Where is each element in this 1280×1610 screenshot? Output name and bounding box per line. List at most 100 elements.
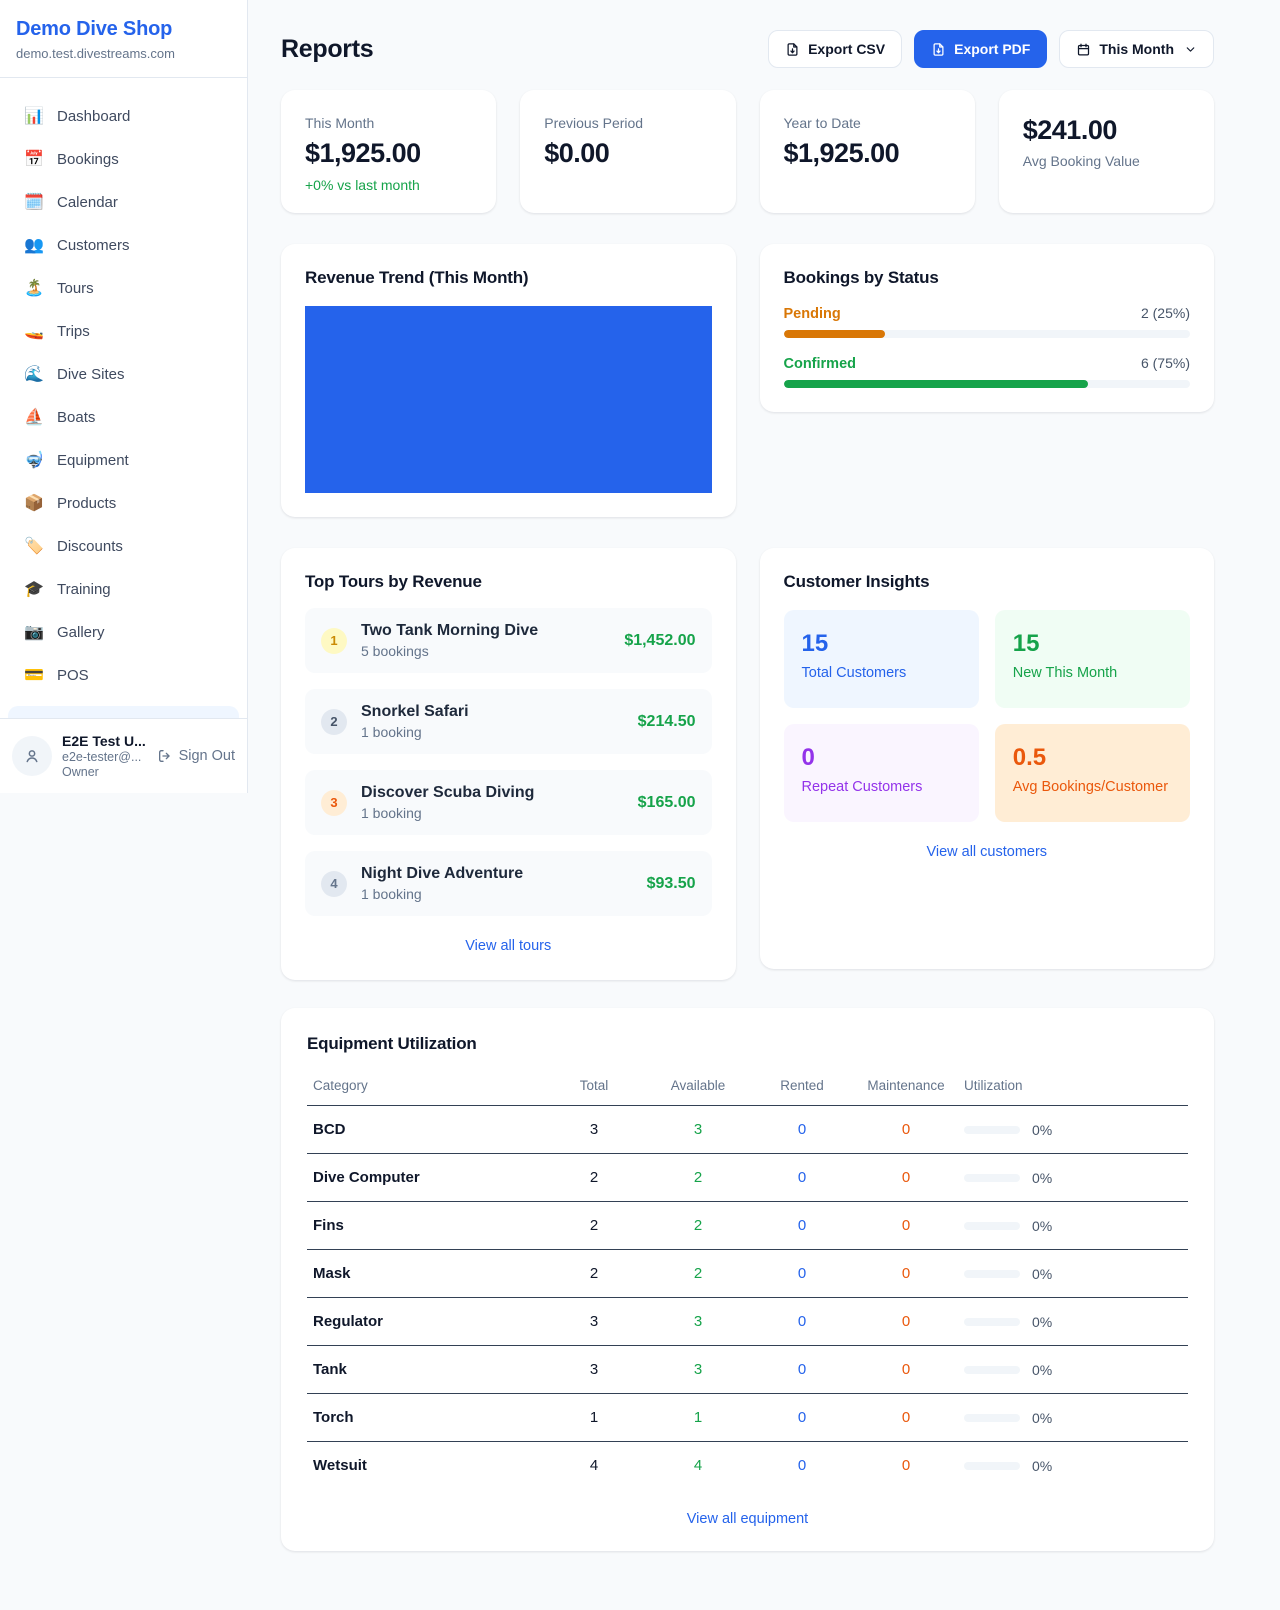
maintenance-cell: 0: [854, 1345, 958, 1394]
view-all-customers-link[interactable]: View all customers: [926, 844, 1048, 860]
sidebar-item-label: Discounts: [57, 537, 123, 555]
sidebar-item-label: Boats: [57, 408, 96, 426]
stat-value: $1,925.00: [305, 138, 421, 168]
rented-cell: 0: [750, 1153, 854, 1202]
revenue-trend-chart: [305, 306, 712, 493]
utilization-cell: 0%: [958, 1201, 1188, 1250]
header-actions: Export CSV Export PDF: [768, 30, 1214, 68]
tour-row: 3 Discover Scuba Diving 1 booking $165.00: [305, 770, 712, 835]
gallery-icon: 📷: [24, 624, 44, 641]
view-all-tours-link[interactable]: View all tours: [465, 938, 552, 954]
tour-name: Night Dive Adventure: [361, 865, 524, 882]
charts-row: Revenue Trend (This Month) Bookings by S…: [281, 244, 1214, 517]
sidebar-item-tours[interactable]: 🏝️ Tours: [8, 268, 239, 308]
sidebar: Demo Dive Shop demo.test.divestreams.com…: [0, 0, 248, 793]
available-cell: 3: [646, 1345, 750, 1394]
period-dropdown[interactable]: This Month: [1059, 30, 1214, 68]
sidebar-item-dashboard[interactable]: 📊 Dashboard: [8, 96, 239, 136]
sidebar-item-label: Calendar: [57, 193, 118, 211]
sidebar-item-customers[interactable]: 👥 Customers: [8, 225, 239, 265]
utilization-bar: 0%: [964, 1122, 1182, 1138]
sign-out-label: Sign Out: [178, 748, 235, 764]
status-row: Confirmed 6 (75%): [783, 355, 1190, 388]
table-row: Wetsuit 4 4 0 0 0%: [307, 1442, 1188, 1490]
export-pdf-button[interactable]: Export PDF: [914, 30, 1048, 68]
shop-domain: demo.test.divestreams.com: [16, 46, 175, 61]
rented-cell: 0: [750, 1201, 854, 1250]
sidebar-item-training[interactable]: 🎓 Training: [8, 569, 239, 609]
sidebar-item-calendar[interactable]: 🗓️ Calendar: [8, 182, 239, 222]
export-csv-icon: [785, 42, 800, 57]
dashboard-icon: 📊: [24, 108, 44, 125]
category-cell: Torch: [307, 1393, 542, 1442]
bookings-status-card: Bookings by Status Pending 2 (25%) Confirm…: [759, 244, 1214, 412]
utilization-cell: 0%: [958, 1153, 1188, 1202]
customer-insights-title: Customer Insights: [783, 572, 930, 591]
sidebar-item-reports[interactable]: [8, 706, 239, 718]
available-cell: 3: [646, 1105, 750, 1154]
utilization-bar: 0%: [964, 1218, 1182, 1234]
sidebar-item-label: Gallery: [57, 623, 105, 641]
sidebar-item-trips[interactable]: 🚤 Trips: [8, 311, 239, 351]
sidebar-item-gallery[interactable]: 📷 Gallery: [8, 612, 239, 652]
utilization-track: [964, 1269, 1020, 1278]
status-label: Pending: [783, 306, 841, 322]
stats-row: This Month $1,925.00 +0% vs last month Prev…: [281, 90, 1214, 213]
equipment-card: Equipment Utilization Category Total Avail…: [281, 1008, 1214, 1551]
available-cell: 4: [693, 1457, 703, 1474]
table-row: Dive Computer 2 2 0 0 0%: [307, 1153, 1188, 1202]
tour-name: Two Tank Morning Dive: [361, 622, 539, 639]
main-content: Reports Export CSV E: [248, 0, 1280, 1583]
view-all-equipment-link[interactable]: View all equipment: [686, 1511, 809, 1527]
bookings-status-title: Bookings by Status: [783, 268, 939, 287]
available-cell: 1: [646, 1393, 750, 1442]
maintenance-cell: 0: [854, 1201, 958, 1250]
user-name: E2E Test U...: [62, 733, 146, 749]
stat-label: This Month: [305, 115, 375, 131]
category-cell: Regulator: [307, 1297, 542, 1346]
rank-badge: 1: [321, 627, 347, 654]
utilization-track: [964, 1365, 1020, 1374]
insight-label: Avg Bookings/Customer: [1012, 779, 1169, 795]
utilization-pct: 0%: [1032, 1121, 1053, 1138]
tour-bookings: 1 booking: [361, 886, 422, 902]
sidebar-item-pos[interactable]: 💳 POS: [8, 655, 239, 695]
sidebar-item-equipment[interactable]: 🤿 Equipment: [8, 440, 239, 480]
sign-out-button[interactable]: Sign Out: [157, 748, 235, 764]
top-tours-title: Top Tours by Revenue: [305, 572, 482, 591]
export-csv-button[interactable]: Export CSV: [768, 30, 903, 68]
sidebar-item-dive-sites[interactable]: 🌊 Dive Sites: [8, 354, 239, 394]
sidebar-item-label: Dashboard: [57, 107, 131, 125]
sidebar-item-bookings[interactable]: 📅 Bookings: [8, 139, 239, 179]
stat-label: Previous Period: [544, 115, 644, 131]
column-header: Category: [307, 1068, 542, 1106]
sidebar-item-boats[interactable]: ⛵ Boats: [8, 397, 239, 437]
total-cell: 3: [542, 1345, 646, 1394]
available-cell: 3: [646, 1297, 750, 1346]
sidebar-item-products[interactable]: 📦 Products: [8, 483, 239, 523]
products-icon: 📦: [24, 495, 44, 512]
sidebar-item-label: Customers: [57, 236, 130, 254]
insight-value: 0: [801, 744, 815, 771]
status-count: 6 (75%): [1140, 355, 1190, 371]
tour-amount: $214.50: [637, 712, 696, 730]
status-count: 2 (25%): [1140, 305, 1190, 321]
total-cell: 3: [542, 1297, 646, 1346]
stat-card: This Month $1,925.00 +0% vs last month: [281, 90, 497, 213]
rented-cell: 0: [797, 1457, 807, 1474]
insight-label: Total Customers: [801, 665, 907, 681]
insight-label: Repeat Customers: [801, 779, 923, 795]
sidebar-nav: 📊 Dashboard 📅 Bookings 🗓️ Calendar 👥 Customers 🏝…: [0, 78, 247, 698]
customers-icon: 👥: [24, 237, 44, 254]
total-cell: 2: [542, 1249, 646, 1298]
page-header: Reports Export CSV E: [281, 30, 1214, 68]
tour-info: Night Dive Adventure 1 booking: [361, 865, 523, 902]
insight-value: 15: [1012, 630, 1040, 657]
available-cell: 2: [646, 1201, 750, 1250]
user-meta: E2E Test U... e2e-tester@... Owner: [62, 733, 146, 779]
utilization-track: [964, 1413, 1020, 1422]
category-cell: Wetsuit: [313, 1457, 367, 1474]
sidebar-item-discounts[interactable]: 🏷️ Discounts: [8, 526, 239, 566]
calendar-icon: [1076, 42, 1091, 57]
